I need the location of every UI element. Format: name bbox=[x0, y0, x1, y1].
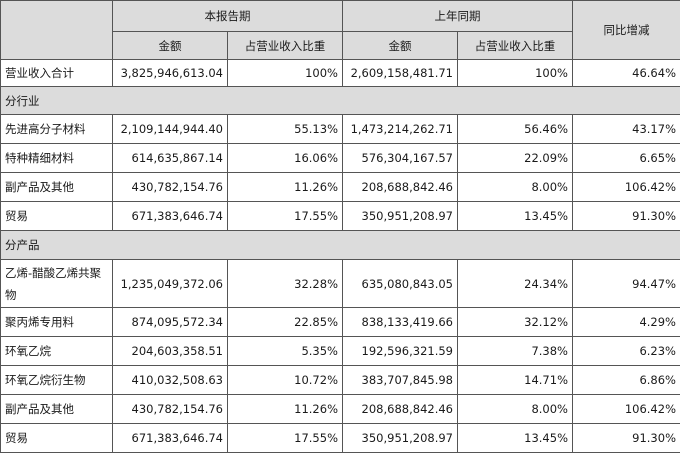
current-amount: 204,603,358.51 bbox=[113, 337, 228, 366]
yoy-change: 91.30% bbox=[573, 202, 680, 231]
current-amount: 410,032,508.63 bbox=[113, 366, 228, 395]
section-product-row: 分产品 bbox=[1, 231, 680, 260]
table-row: 贸易 671,383,646.74 17.55% 350,951,208.97 … bbox=[1, 202, 680, 231]
prior-ratio: 56.46% bbox=[458, 115, 573, 144]
current-amount: 1,235,049,372.06 bbox=[113, 260, 228, 308]
current-ratio: 17.55% bbox=[228, 202, 343, 231]
current-amount: 671,383,646.74 bbox=[113, 424, 228, 453]
section-industry-label: 分行业 bbox=[1, 87, 680, 115]
row-label: 贸易 bbox=[1, 202, 113, 231]
current-amount: 671,383,646.74 bbox=[113, 202, 228, 231]
row-label: 先进高分子材料 bbox=[1, 115, 113, 144]
current-ratio: 22.85% bbox=[228, 308, 343, 337]
header-current-ratio: 占营业收入比重 bbox=[228, 32, 343, 60]
prior-ratio: 8.00% bbox=[458, 395, 573, 424]
prior-ratio: 7.38% bbox=[458, 337, 573, 366]
prior-ratio: 13.45% bbox=[458, 202, 573, 231]
section-product-label: 分产品 bbox=[1, 231, 680, 260]
table-row: 特种精细材料 614,635,867.14 16.06% 576,304,167… bbox=[1, 144, 680, 173]
current-amount: 430,782,154.76 bbox=[113, 395, 228, 424]
yoy-change: 106.42% bbox=[573, 173, 680, 202]
prior-amount: 350,951,208.97 bbox=[343, 202, 458, 231]
prior-amount: 350,951,208.97 bbox=[343, 424, 458, 453]
current-ratio: 32.28% bbox=[228, 260, 343, 308]
yoy-change: 6.86% bbox=[573, 366, 680, 395]
current-ratio: 5.35% bbox=[228, 337, 343, 366]
header-prior-ratio: 占营业收入比重 bbox=[458, 32, 573, 60]
total-current-ratio: 100% bbox=[228, 60, 343, 87]
prior-amount: 635,080,843.05 bbox=[343, 260, 458, 308]
current-ratio: 55.13% bbox=[228, 115, 343, 144]
table-row: 环氧乙烷衍生物 410,032,508.63 10.72% 383,707,84… bbox=[1, 366, 680, 395]
total-row: 营业收入合计 3,825,946,613.04 100% 2,609,158,4… bbox=[1, 60, 680, 87]
row-label: 副产品及其他 bbox=[1, 173, 113, 202]
table-row: 聚丙烯专用料 874,095,572.34 22.85% 838,133,419… bbox=[1, 308, 680, 337]
total-current-amount: 3,825,946,613.04 bbox=[113, 60, 228, 87]
prior-amount: 1,473,214,262.71 bbox=[343, 115, 458, 144]
table-row: 副产品及其他 430,782,154.76 11.26% 208,688,842… bbox=[1, 395, 680, 424]
header-prior-amount: 金额 bbox=[343, 32, 458, 60]
total-prior-ratio: 100% bbox=[458, 60, 573, 87]
prior-ratio: 13.45% bbox=[458, 424, 573, 453]
prior-amount: 838,133,419.66 bbox=[343, 308, 458, 337]
yoy-change: 43.17% bbox=[573, 115, 680, 144]
current-ratio: 16.06% bbox=[228, 144, 343, 173]
current-ratio: 17.55% bbox=[228, 424, 343, 453]
row-label: 环氧乙烷 bbox=[1, 337, 113, 366]
total-prior-amount: 2,609,158,481.71 bbox=[343, 60, 458, 87]
current-amount: 2,109,144,944.40 bbox=[113, 115, 228, 144]
yoy-change: 4.29% bbox=[573, 308, 680, 337]
current-ratio: 10.72% bbox=[228, 366, 343, 395]
current-amount: 430,782,154.76 bbox=[113, 173, 228, 202]
prior-amount: 208,688,842.46 bbox=[343, 173, 458, 202]
header-row-1: 本报告期 上年同期 同比增减 bbox=[1, 1, 680, 32]
yoy-change: 6.65% bbox=[573, 144, 680, 173]
header-current-amount: 金额 bbox=[113, 32, 228, 60]
current-amount: 614,635,867.14 bbox=[113, 144, 228, 173]
row-label: 特种精细材料 bbox=[1, 144, 113, 173]
table-row: 先进高分子材料 2,109,144,944.40 55.13% 1,473,21… bbox=[1, 115, 680, 144]
table-row: 乙烯-醋酸乙烯共聚物 1,235,049,372.06 32.28% 635,0… bbox=[1, 260, 680, 308]
yoy-change: 91.30% bbox=[573, 424, 680, 453]
yoy-change: 6.23% bbox=[573, 337, 680, 366]
row-label: 环氧乙烷衍生物 bbox=[1, 366, 113, 395]
header-prior-period: 上年同期 bbox=[343, 1, 573, 32]
header-blank-cell bbox=[1, 1, 113, 60]
current-ratio: 11.26% bbox=[228, 395, 343, 424]
total-label: 营业收入合计 bbox=[1, 60, 113, 87]
prior-amount: 208,688,842.46 bbox=[343, 395, 458, 424]
table-row: 贸易 671,383,646.74 17.55% 350,951,208.97 … bbox=[1, 424, 680, 453]
section-industry-row: 分行业 bbox=[1, 87, 680, 115]
prior-amount: 383,707,845.98 bbox=[343, 366, 458, 395]
header-yoy: 同比增减 bbox=[573, 1, 680, 60]
row-label: 聚丙烯专用料 bbox=[1, 308, 113, 337]
total-yoy: 46.64% bbox=[573, 60, 680, 87]
prior-ratio: 22.09% bbox=[458, 144, 573, 173]
prior-ratio: 24.34% bbox=[458, 260, 573, 308]
table-row: 副产品及其他 430,782,154.76 11.26% 208,688,842… bbox=[1, 173, 680, 202]
prior-amount: 576,304,167.57 bbox=[343, 144, 458, 173]
row-label: 副产品及其他 bbox=[1, 395, 113, 424]
yoy-change: 106.42% bbox=[573, 395, 680, 424]
prior-ratio: 8.00% bbox=[458, 173, 573, 202]
prior-amount: 192,596,321.59 bbox=[343, 337, 458, 366]
prior-ratio: 14.71% bbox=[458, 366, 573, 395]
prior-ratio: 32.12% bbox=[458, 308, 573, 337]
current-amount: 874,095,572.34 bbox=[113, 308, 228, 337]
current-ratio: 11.26% bbox=[228, 173, 343, 202]
table-row: 环氧乙烷 204,603,358.51 5.35% 192,596,321.59… bbox=[1, 337, 680, 366]
header-current-period: 本报告期 bbox=[113, 1, 343, 32]
yoy-change: 94.47% bbox=[573, 260, 680, 308]
row-label: 贸易 bbox=[1, 424, 113, 453]
row-label: 乙烯-醋酸乙烯共聚物 bbox=[1, 260, 113, 308]
